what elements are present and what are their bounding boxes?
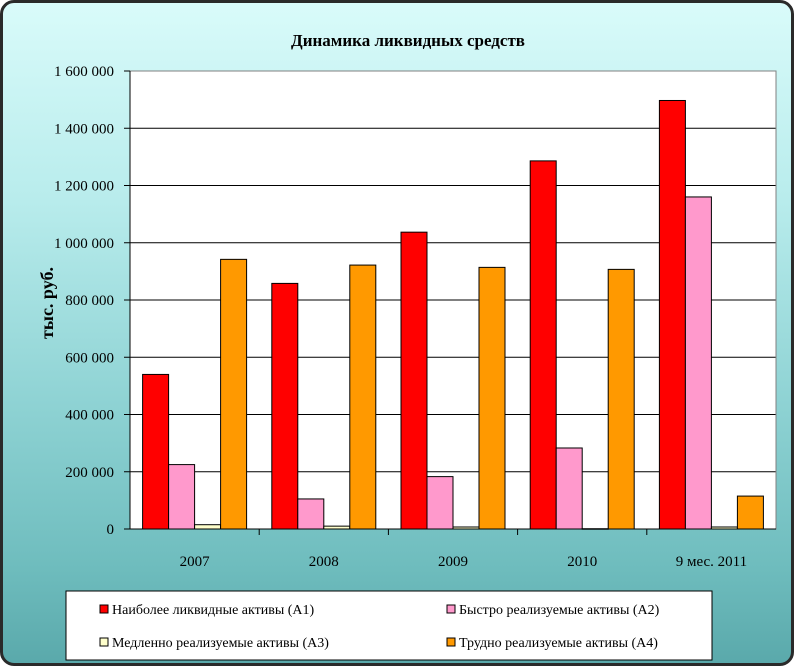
x-tick-label: 2008 bbox=[309, 554, 339, 570]
bar bbox=[736, 495, 764, 530]
y-tick-label: 1 200 000 bbox=[54, 179, 114, 195]
y-tick-label: 200 000 bbox=[65, 465, 114, 481]
x-tick-label: 2010 bbox=[567, 554, 597, 570]
y-tick-label: 800 000 bbox=[65, 293, 114, 309]
bars bbox=[142, 99, 764, 530]
y-tick-label: 1 600 000 bbox=[54, 64, 114, 80]
legend-swatch bbox=[99, 637, 109, 647]
y-axis-label: тыс. руб. bbox=[37, 267, 57, 339]
bar bbox=[400, 231, 428, 530]
bar bbox=[426, 476, 454, 530]
bar bbox=[349, 264, 377, 530]
bar bbox=[529, 160, 557, 530]
x-tick-labels: 2007 2008 2009 2010 9 мес. 2011 bbox=[180, 554, 747, 570]
legend-entry: Быстро реализуемые активы (А2) bbox=[459, 603, 660, 618]
legend-box bbox=[65, 590, 713, 661]
bar bbox=[555, 447, 583, 530]
chart-canvas: Динамика ликвидных средств 0 200 000 400 0… bbox=[37, 31, 777, 661]
x-tick-label: 2007 bbox=[180, 554, 211, 570]
bar bbox=[478, 266, 506, 530]
y-tick-labels: 0 200 000 400 000 600 000 800 000 1 000 000 1 … bbox=[54, 64, 130, 538]
y-tick-label: 1 400 000 bbox=[54, 121, 114, 137]
bar bbox=[168, 464, 196, 530]
bar bbox=[220, 258, 248, 530]
bar bbox=[142, 373, 170, 530]
legend-entry: Медленно реализуемые активы (А3) bbox=[112, 636, 329, 651]
x-tick-label: 9 мес. 2011 bbox=[676, 554, 747, 570]
bar bbox=[658, 99, 686, 530]
bar bbox=[194, 524, 222, 530]
legend-swatch bbox=[99, 604, 109, 614]
bar bbox=[271, 282, 299, 530]
legend-entry: Наиболее ликвидные активы (А1) bbox=[112, 603, 315, 618]
bar bbox=[607, 268, 635, 530]
bar bbox=[684, 196, 712, 530]
legend: Наиболее ликвидные активы (А1) Быстро реа… bbox=[99, 603, 660, 651]
y-tick-label: 400 000 bbox=[65, 408, 114, 424]
legend-swatch bbox=[446, 604, 456, 614]
legend-entry: Трудно реализуемые активы (А4) bbox=[459, 636, 658, 651]
y-tick-label: 0 bbox=[107, 522, 115, 538]
bar bbox=[297, 498, 325, 530]
x-tick-label: 2009 bbox=[438, 554, 468, 570]
legend-swatch bbox=[446, 637, 456, 647]
y-tick-label: 1 000 000 bbox=[54, 236, 114, 252]
chart-title: Динамика ликвидных средств bbox=[291, 31, 525, 50]
y-tick-label: 600 000 bbox=[65, 350, 114, 366]
